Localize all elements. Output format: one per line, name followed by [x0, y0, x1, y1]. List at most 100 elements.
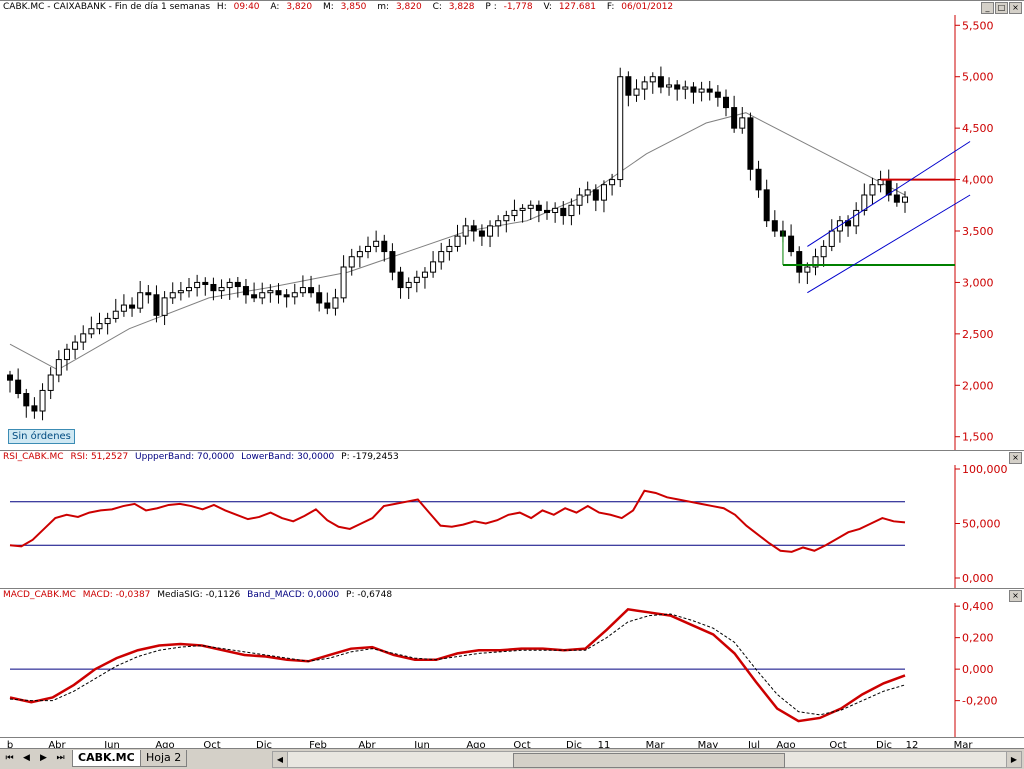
y-tick-label: 0,400 [962, 600, 994, 613]
candle-body [63, 348, 70, 361]
candle-body [47, 374, 54, 391]
candle-body [169, 292, 176, 299]
macd-name: MACD_CABK.MC [3, 590, 76, 600]
candle-body [373, 240, 380, 247]
y-tick-label: 5,000 [962, 71, 994, 84]
x-tick-label: Dic [256, 740, 272, 749]
candle-body [739, 117, 746, 129]
candle-body [788, 235, 795, 253]
tab-cabk[interactable]: CABK.MC [72, 750, 141, 767]
candle-body [7, 374, 13, 381]
rsi-chart[interactable]: 100,000 50,000 0,000 [0, 451, 1024, 588]
candle-body [324, 302, 331, 309]
candle-body [600, 184, 607, 201]
macd-signal-line [9, 613, 906, 716]
candle-body [633, 88, 640, 96]
horizontal-scrollbar[interactable]: ◀ ▶ [272, 751, 1022, 768]
rsi-value: RSI: 51,2527 [70, 452, 129, 462]
macd-band: Band_MACD: 0,0000 [247, 590, 340, 600]
macd-chart[interactable]: 0,400 0,200 0,000 -0,200 [0, 589, 1024, 737]
candle-body [31, 405, 38, 412]
x-tick-label: Abr [358, 740, 376, 749]
price-header: CABK.MC - CAIXABANK - Fin de día 1 seman… [3, 2, 674, 12]
x-tick-label: Ago [776, 740, 795, 749]
minimize-button[interactable]: _ [981, 2, 994, 14]
candle-body [649, 76, 656, 83]
candle-body [340, 266, 347, 299]
candle-body [812, 256, 819, 268]
candle-body [251, 294, 258, 299]
candle-body [771, 220, 778, 232]
candle-body [137, 292, 144, 309]
scroll-thumb[interactable] [513, 753, 785, 768]
candle-body [552, 207, 559, 213]
candle-body [796, 251, 803, 273]
candle-body [210, 283, 217, 292]
maximize-button[interactable]: □ [995, 2, 1008, 14]
x-tick-label: Oct [829, 740, 846, 749]
candle-body [723, 96, 729, 109]
candle-body [519, 207, 526, 211]
candle-body [23, 393, 30, 407]
candle-body [454, 235, 461, 247]
candle-body [161, 297, 168, 316]
x-axis: b Abr Jun Ago Oct Dic Feb Abr Jun Ago Oct Dic 11 Mar M… [7, 740, 973, 749]
prev-sheet-button[interactable]: ◀ [23, 753, 30, 763]
rsi-header: RSI_CABK.MC RSI: 51,2527 UppperBand: 70,… [3, 452, 403, 463]
x-tick-label: Ago [466, 740, 485, 749]
candle-body [88, 328, 95, 335]
price-panel: CABK.MC - CAIXABANK - Fin de día 1 seman… [0, 0, 1024, 450]
x-tick-label: Oct [203, 740, 220, 749]
candle-body [592, 189, 599, 201]
candle-body [747, 117, 754, 170]
candle-body [568, 204, 575, 217]
candle-body [356, 251, 363, 258]
candle-body [690, 86, 697, 93]
x-tick-label: 11 [598, 740, 611, 749]
y-tick-label: -0,200 [962, 695, 997, 708]
macd-close-button[interactable]: × [1009, 590, 1022, 602]
last-sheet-button[interactable]: ⏭ [56, 753, 65, 763]
no-orders-badge[interactable]: Sin órdenes [8, 429, 75, 444]
x-tick-label: Oct [513, 740, 530, 749]
candle-body [861, 194, 868, 211]
next-sheet-button[interactable]: ▶ [40, 753, 47, 763]
candle-body [527, 204, 534, 209]
candle-body [291, 292, 298, 298]
candle-body [877, 179, 884, 186]
rsi-close-button[interactable]: × [1009, 452, 1022, 464]
sheet-tab-bar: ⏮ ◀ ▶ ⏭ CABK.MC Hoja 2 ◀ ▶ [0, 748, 1024, 769]
macd-window-buttons: × [1009, 590, 1022, 602]
y-tick-label: 50,000 [962, 518, 1001, 531]
scroll-left-icon[interactable]: ◀ [273, 752, 288, 767]
candle-body [820, 245, 827, 258]
scroll-right-icon[interactable]: ▶ [1006, 752, 1021, 767]
candle-body [755, 168, 762, 191]
price-chart[interactable]: 5,500 5,000 4,500 4,000 3,500 3,000 2,500 2,000… [0, 1, 1024, 450]
candle-body [80, 333, 87, 343]
candle-body [462, 225, 469, 237]
rsi-upper-band: UppperBand: 70,0000 [135, 452, 235, 462]
y-tick-label: 3,500 [962, 225, 994, 238]
candle-body [389, 251, 396, 273]
candle-body [853, 209, 860, 227]
x-tick-label: Mar [646, 740, 666, 749]
macd-signal: MediaSIG: -0,1126 [157, 590, 241, 600]
channel-upper-line [807, 141, 971, 247]
candle-body [202, 281, 209, 285]
y-tick-label: 2,500 [962, 328, 994, 341]
candle-body [617, 76, 624, 181]
candle-body [584, 189, 591, 196]
y-tick-label: 2,000 [962, 379, 994, 392]
close-button[interactable]: × [1009, 2, 1022, 14]
tab-hoja-2[interactable]: Hoja 2 [140, 750, 188, 767]
macd-p: P: -0,6748 [346, 590, 393, 600]
candle-body [316, 292, 323, 304]
candle-body [828, 230, 835, 247]
y-tick-label: 100,000 [962, 463, 1008, 476]
y-tick-label: 4,500 [962, 122, 994, 135]
candle-body [421, 271, 428, 278]
first-sheet-button[interactable]: ⏮ [5, 753, 14, 763]
candle-body [609, 179, 616, 186]
candle-body [218, 287, 225, 292]
